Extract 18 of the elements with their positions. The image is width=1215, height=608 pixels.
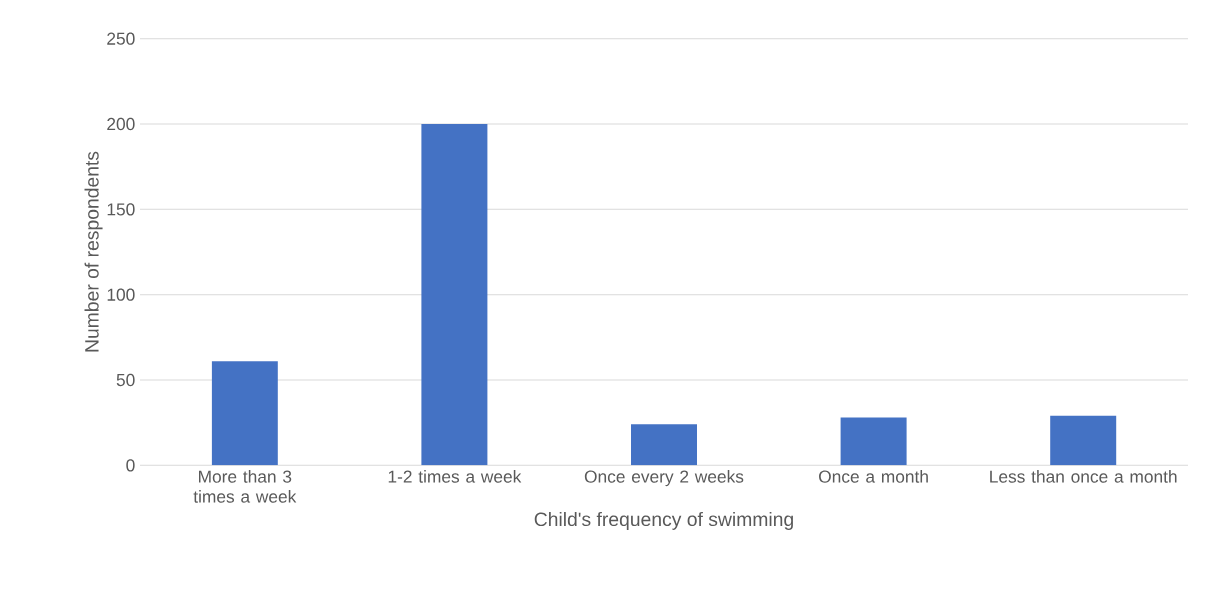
x-tick-label: Once every 2 weeks — [584, 470, 744, 487]
bar — [631, 424, 697, 466]
x-tick-label: 1-2 times a week — [388, 470, 522, 483]
bar — [211, 361, 278, 466]
y-tick-label: 50 — [116, 373, 135, 387]
bar — [1050, 415, 1117, 466]
y-axis-title: Number of respondents — [84, 151, 103, 352]
y-tick-label: 100 — [107, 288, 135, 301]
bar — [840, 417, 907, 466]
x-tick-label: Less than once a month — [990, 470, 1177, 483]
y-tick-label: 150 — [107, 203, 135, 216]
y-tick-label: 0 — [126, 459, 135, 472]
y-tick-label: 250 — [107, 32, 135, 45]
x-tick-label: More than 3 times a week — [193, 470, 297, 503]
bar — [421, 124, 488, 466]
y-tick-label: 200 — [107, 117, 135, 131]
x-tick-label: Once a month — [819, 470, 928, 483]
x-axis-title: Child's frequency of swimming — [534, 511, 793, 530]
